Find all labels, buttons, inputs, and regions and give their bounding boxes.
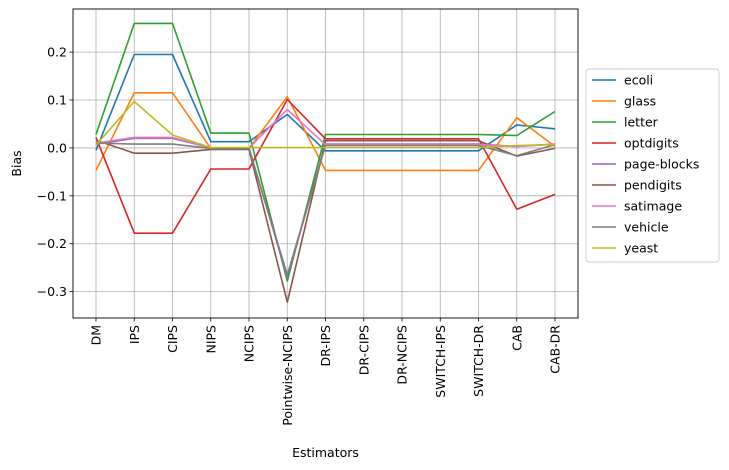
x-tick-label: IPS xyxy=(127,325,142,344)
x-tick-label: DR-IPS xyxy=(318,325,333,367)
x-tick-label: DM xyxy=(89,325,104,345)
legend-label-letter: letter xyxy=(624,115,659,130)
y-tick-label: 0.2 xyxy=(47,45,67,60)
x-tick-label: Pointwise-NCIPS xyxy=(280,325,295,426)
x-axis-label: Estimators xyxy=(292,445,359,460)
legend-box xyxy=(585,68,720,263)
series-line-glass xyxy=(95,92,556,172)
legend-label-satimage: satimage xyxy=(624,199,682,214)
x-tick-label: NIPS xyxy=(203,325,218,354)
grid-lines xyxy=(73,9,578,318)
x-axis-ticks: DM IPS CIPS NIPS NCIPS Pointwise-NCIPS DR-IPS D… xyxy=(89,318,563,426)
x-tick-label: CAB-DR xyxy=(548,325,563,374)
legend-label-vehicle: vehicle xyxy=(624,220,669,235)
x-tick-label: DR-NCIPS xyxy=(395,325,410,385)
series-line-satimage xyxy=(95,108,556,149)
y-tick-label: −0.1 xyxy=(37,188,67,203)
x-tick-label: CIPS xyxy=(165,325,180,353)
y-axis-ticks: −0.3 −0.2 −0.1 0.0 0.1 0.2 xyxy=(37,45,73,299)
series-line-yeast xyxy=(95,100,556,149)
y-tick-label: 0.1 xyxy=(47,93,67,108)
series-line-pendigits xyxy=(95,139,556,304)
x-tick-label: NCIPS xyxy=(242,325,257,362)
legend-label-pendigits: pendigits xyxy=(624,178,682,193)
x-tick-label: SWITCH-IPS xyxy=(433,325,448,398)
series-line-ecoli xyxy=(95,53,556,152)
series-line-letter xyxy=(95,22,556,282)
legend-label-glass: glass xyxy=(624,94,656,109)
legend: ecoli glass letter optdigits page-blocks pend… xyxy=(585,68,720,263)
y-tick-label: 0.0 xyxy=(47,140,67,155)
x-tick-label: DR-CIPS xyxy=(356,325,371,375)
legend-label-page-blocks: page-blocks xyxy=(624,157,699,172)
y-axis-label: Bias xyxy=(9,150,24,176)
series-lines xyxy=(95,22,556,304)
legend-label-optdigits: optdigits xyxy=(624,136,679,151)
x-tick-label: SWITCH-DR xyxy=(471,325,486,397)
y-tick-label: −0.2 xyxy=(37,236,67,251)
legend-label-ecoli: ecoli xyxy=(624,73,653,88)
y-tick-label: −0.3 xyxy=(37,284,67,299)
series-line-optdigits xyxy=(95,98,556,234)
series-line-vehicle xyxy=(95,142,556,276)
legend-label-yeast: yeast xyxy=(624,241,658,256)
x-tick-label: CAB xyxy=(509,325,524,351)
